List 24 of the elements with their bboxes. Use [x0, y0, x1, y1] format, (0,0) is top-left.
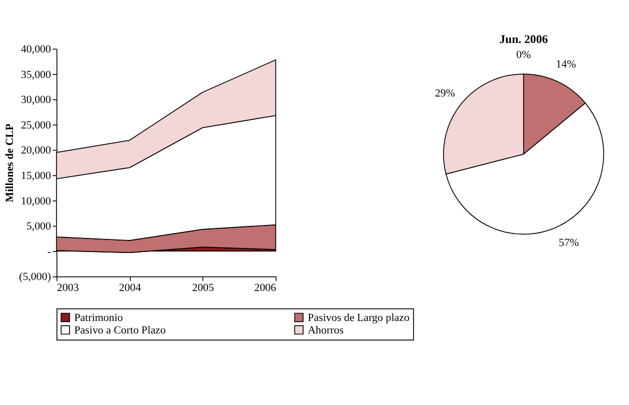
- y-tick-label: 20,000: [20, 144, 52, 157]
- y-tick-label: 10,000: [20, 195, 52, 208]
- x-tick-label: 2005: [192, 282, 215, 294]
- legend-label: Pasivos de Largo plazo: [308, 312, 410, 324]
- data-label: 57%: [558, 237, 579, 250]
- y-tick-label: 5,000: [26, 220, 52, 233]
- x-tick-label: 2003: [56, 282, 80, 294]
- x-tick-label: 2006: [254, 282, 277, 294]
- data-label: 14%: [556, 58, 576, 70]
- y-tick-label: 35,000: [20, 68, 52, 81]
- y-tick-label: (5,000): [19, 271, 52, 284]
- chart-title: Jun. 2006: [499, 32, 548, 46]
- y-tick-label: 30,000: [20, 94, 52, 106]
- y-tick-label: 25,000: [20, 119, 52, 132]
- legend-label: Pasivo a Corto Plazo: [74, 324, 166, 336]
- y-tick-label: 15,000: [20, 170, 52, 182]
- text: 0%: [516, 48, 531, 61]
- data-label: 29%: [434, 88, 456, 100]
- legend-label: Patrimonio: [74, 312, 124, 324]
- y-tick-label: -: [47, 246, 52, 258]
- legend-label: Ahorros: [308, 324, 344, 336]
- x-tick-label: 2004: [119, 282, 142, 294]
- y-tick-label: 40,000: [20, 44, 52, 56]
- y-axis-title: Millones de CLP: [4, 123, 16, 202]
